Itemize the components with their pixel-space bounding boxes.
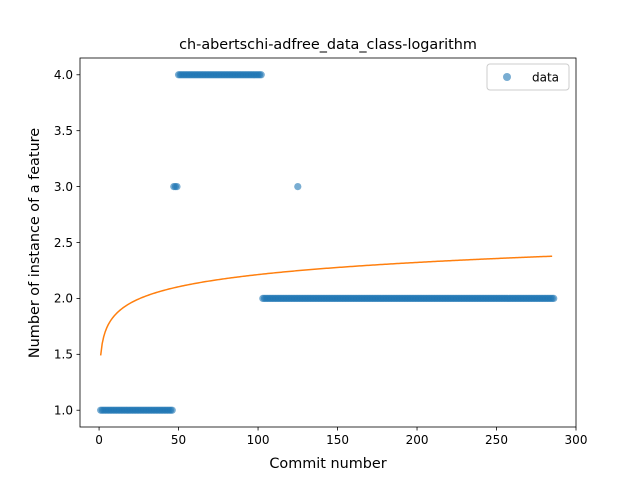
- data-point: [550, 294, 558, 303]
- axes: 0 50 100 150 200 250 300 1.0 1.5 2.0 2.5 3.0 3.5 4.0: [54, 57, 588, 447]
- x-axis-label: Commit number: [269, 456, 386, 472]
- y-tick-label: 1.5: [54, 348, 73, 362]
- x-tick-label: 0: [95, 433, 103, 447]
- x-tick-label: 250: [485, 433, 508, 447]
- data-point: [168, 406, 176, 414]
- legend-label: data: [532, 70, 559, 84]
- x-tick-label: 100: [247, 433, 270, 447]
- data-point: [173, 182, 181, 191]
- data-point: [257, 71, 265, 79]
- y-tick-label: 3.5: [54, 124, 73, 138]
- y-tick-label: 3.0: [54, 180, 73, 194]
- x-tick-label: 50: [171, 433, 186, 447]
- y-tick-label: 1.0: [54, 404, 73, 418]
- fit-line: [99, 255, 553, 356]
- data-point: [294, 182, 302, 191]
- legend: data: [486, 63, 570, 91]
- chart-title: ch-abertschi-adfree_data_class-logarithm: [179, 37, 477, 53]
- x-tick-label: 200: [406, 433, 429, 447]
- legend-box: [486, 63, 570, 91]
- y-tick-label: 2.0: [54, 292, 73, 306]
- y-tick-label: 2.5: [54, 236, 73, 250]
- y-tick-label: 4.0: [54, 68, 73, 82]
- x-tick-label: 150: [326, 433, 349, 447]
- legend-marker: [503, 73, 511, 81]
- plot-area: [97, 71, 558, 414]
- x-tick-label: 300: [565, 433, 588, 447]
- y-axis-label: Number of instance of a feature: [27, 128, 43, 358]
